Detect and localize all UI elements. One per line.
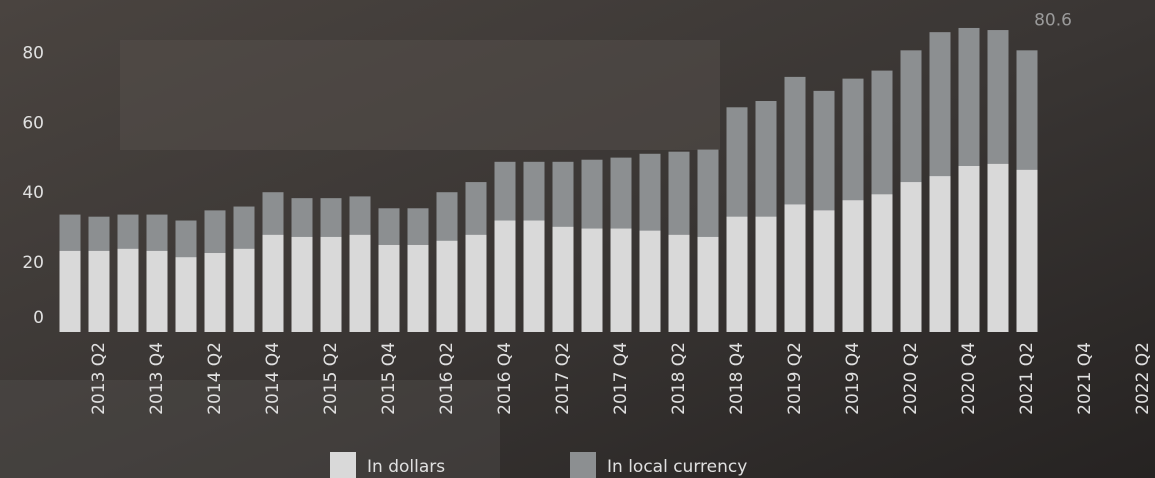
bar xyxy=(233,248,255,332)
bar xyxy=(784,204,806,332)
bar xyxy=(842,200,864,332)
x-tick-label: 2019 Q4 xyxy=(843,342,863,415)
bar xyxy=(581,228,603,332)
bar xyxy=(900,182,922,332)
legend-label: In local currency xyxy=(607,457,747,477)
bar xyxy=(523,220,545,332)
bar xyxy=(117,248,139,332)
bar xyxy=(88,250,110,332)
bar xyxy=(349,234,371,332)
photo-shade xyxy=(0,380,500,478)
bar xyxy=(59,250,81,332)
x-tick-label: 2013 Q2 xyxy=(89,342,109,415)
y-tick-label: 80 xyxy=(22,43,44,63)
bar xyxy=(755,216,777,332)
y-tick-label: 20 xyxy=(22,253,44,273)
bar xyxy=(639,230,661,332)
x-tick-label: 2020 Q2 xyxy=(901,342,921,415)
bar xyxy=(1016,169,1038,332)
bar xyxy=(987,163,1009,332)
bar xyxy=(175,257,197,332)
bar xyxy=(552,226,574,332)
bar xyxy=(291,236,313,332)
data-label: 80.6 xyxy=(1034,10,1072,30)
photo-shade xyxy=(120,40,720,150)
y-tick-label: 40 xyxy=(22,183,44,203)
x-tick-label: 2022 Q2 xyxy=(1133,342,1153,415)
x-tick-label: 2021 Q2 xyxy=(1017,342,1037,415)
bar xyxy=(697,236,719,332)
y-tick-label: 0 xyxy=(33,308,44,328)
bar xyxy=(262,234,284,332)
bar xyxy=(726,216,748,332)
x-tick-label: 2016 Q4 xyxy=(495,342,515,415)
x-tick-label: 2018 Q4 xyxy=(727,342,747,415)
x-tick-label: 2018 Q2 xyxy=(669,342,689,415)
x-tick-label: 2016 Q2 xyxy=(437,342,457,415)
x-tick-label: 2015 Q2 xyxy=(321,342,341,415)
bar xyxy=(929,176,951,332)
legend-label: In dollars xyxy=(367,457,445,477)
x-tick-label: 2019 Q2 xyxy=(785,342,805,415)
bar xyxy=(871,194,893,332)
legend-swatch xyxy=(570,452,596,478)
bar xyxy=(465,234,487,332)
x-tick-label: 2020 Q4 xyxy=(959,342,979,415)
bar xyxy=(146,250,168,332)
legend-swatch xyxy=(330,452,356,478)
bar xyxy=(494,220,516,332)
x-tick-label: 2021 Q4 xyxy=(1075,342,1095,415)
bar xyxy=(668,234,690,332)
bar xyxy=(813,210,835,332)
bar xyxy=(407,244,429,332)
x-tick-label: 2014 Q4 xyxy=(263,342,283,415)
bar xyxy=(958,166,980,332)
x-tick-label: 2014 Q2 xyxy=(205,342,225,415)
bar xyxy=(610,228,632,332)
bar xyxy=(204,253,226,332)
x-tick-label: 2015 Q4 xyxy=(379,342,399,415)
bar xyxy=(320,236,342,332)
y-tick-label: 60 xyxy=(22,113,44,133)
bar xyxy=(378,244,400,332)
x-tick-label: 2017 Q2 xyxy=(553,342,573,415)
x-tick-label: 2017 Q4 xyxy=(611,342,631,415)
bar xyxy=(436,240,458,332)
x-tick-label: 2013 Q4 xyxy=(147,342,167,415)
